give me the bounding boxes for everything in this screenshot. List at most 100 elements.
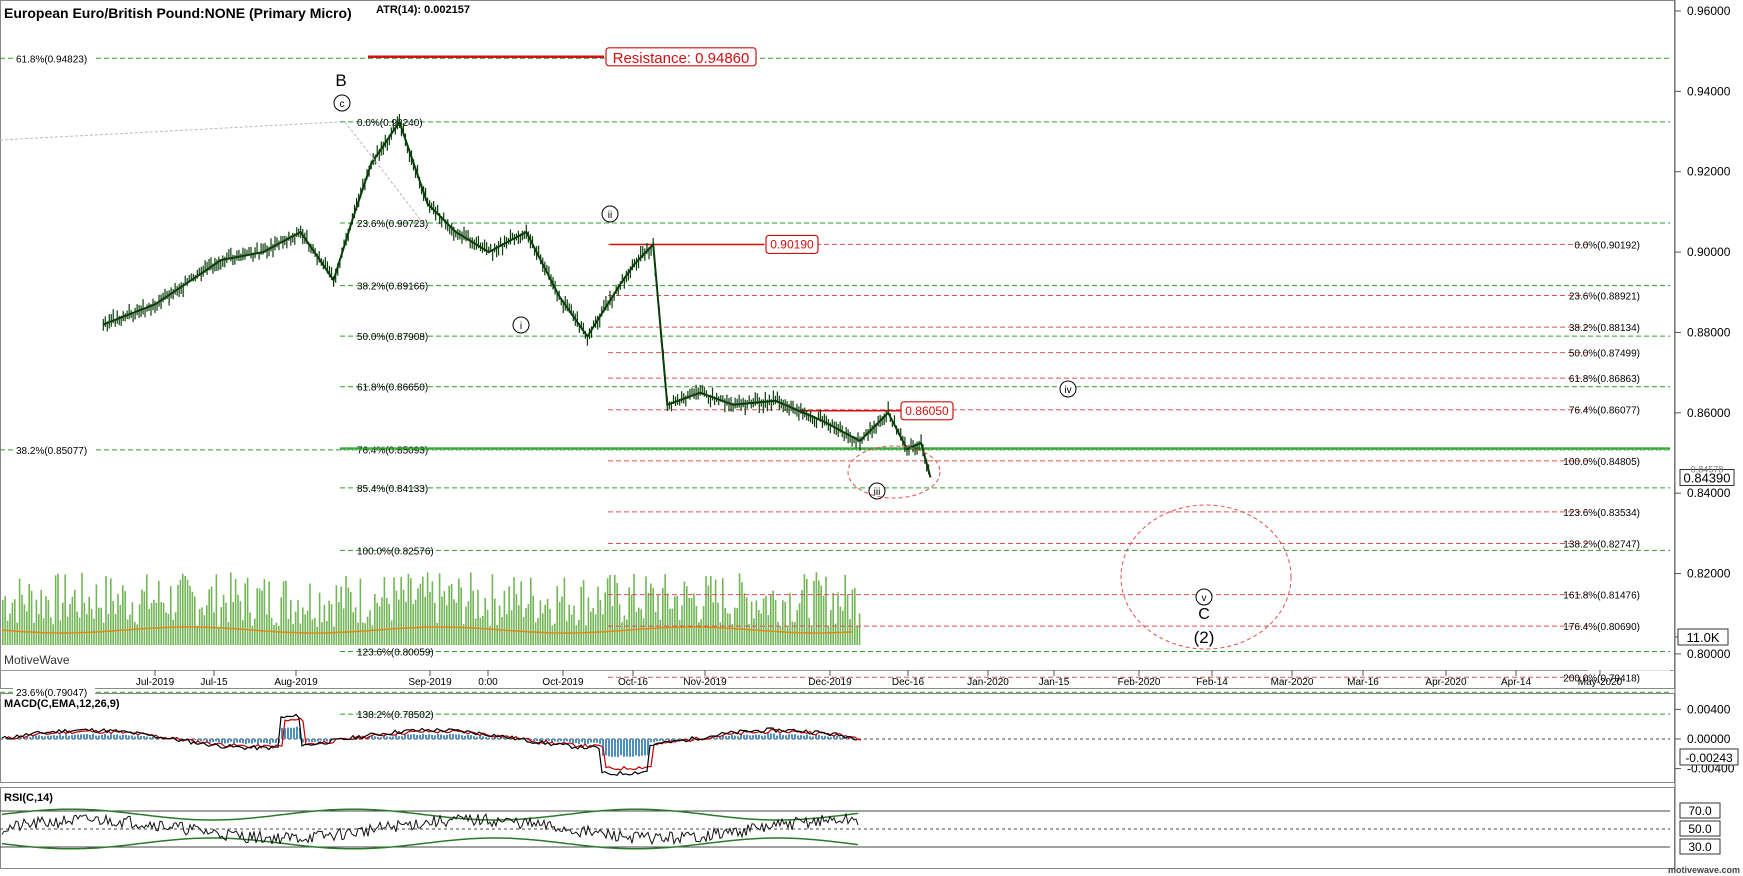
volume-bar bbox=[40, 590, 42, 645]
macd-hist-bar bbox=[656, 739, 658, 742]
wave-B: B bbox=[335, 71, 346, 90]
macd-hist-bar bbox=[725, 736, 727, 739]
volume-bar bbox=[333, 626, 335, 645]
macd-hist-bar bbox=[503, 737, 505, 739]
volume-bar bbox=[453, 599, 455, 645]
volume-bar bbox=[203, 615, 206, 645]
volume-bar bbox=[650, 583, 652, 645]
volume-bar bbox=[688, 597, 690, 645]
volume-bar bbox=[66, 616, 69, 645]
fib-label-green: 61.8%(0.86650) bbox=[357, 383, 428, 394]
volume-bar bbox=[275, 622, 278, 645]
macd-hist-bar bbox=[53, 735, 55, 739]
volume-bar bbox=[443, 591, 446, 645]
macd-hist-bar bbox=[641, 739, 643, 756]
volume-bar bbox=[438, 573, 441, 645]
volume-bar bbox=[683, 581, 686, 645]
macd-hist-bar bbox=[611, 739, 613, 757]
macd-hist-bar bbox=[692, 737, 694, 739]
volume-bar bbox=[23, 604, 26, 645]
x-tick-label: Mar-16 bbox=[1347, 677, 1379, 688]
volume-bar bbox=[767, 615, 770, 645]
macd-hist-bar bbox=[224, 739, 226, 744]
rsi-tick-box bbox=[1679, 838, 1721, 855]
macd-hist-bar bbox=[221, 739, 223, 744]
macd-hist-bar bbox=[659, 739, 661, 741]
volume-bar bbox=[542, 613, 544, 645]
volume-bar bbox=[777, 621, 779, 645]
volume-bar bbox=[659, 619, 662, 645]
volume-bar bbox=[426, 572, 429, 645]
volume-bar bbox=[52, 624, 54, 645]
volume-bar bbox=[554, 623, 556, 645]
volume-bar bbox=[746, 597, 748, 645]
volume-bar bbox=[126, 619, 129, 645]
volume-bar bbox=[592, 608, 594, 645]
volume-bar bbox=[302, 607, 304, 645]
volume-bar bbox=[153, 599, 155, 645]
x-tick-label: Sep-2019 bbox=[408, 677, 452, 688]
volume-bar bbox=[494, 598, 496, 645]
fib-label-bg bbox=[1588, 619, 1670, 633]
volume-bar bbox=[518, 605, 520, 645]
macd-hist-bar bbox=[26, 736, 28, 739]
volume-bar bbox=[42, 618, 45, 645]
macd-hist-bar bbox=[275, 739, 277, 744]
volume-bar bbox=[359, 578, 362, 645]
macd-hist-bar bbox=[77, 734, 79, 739]
fib-label-green: 38.2%(0.89166) bbox=[357, 282, 428, 293]
volume-bar bbox=[539, 600, 542, 645]
macd-hist-bar bbox=[794, 734, 796, 739]
volume-bar bbox=[30, 590, 33, 645]
volume-bar bbox=[208, 589, 210, 645]
volume-bar bbox=[206, 605, 208, 645]
volume-bar bbox=[674, 596, 676, 645]
atr-readout: ATR(14): 0.002157 bbox=[376, 4, 470, 16]
fib-label-green: 138.2%(0.78502) bbox=[357, 710, 434, 721]
volume-bar bbox=[102, 622, 105, 645]
macd-hist-bar bbox=[644, 739, 646, 756]
y-tick-label: 0.92000 bbox=[1687, 165, 1731, 179]
fib-label-bg bbox=[13, 51, 95, 65]
volume-bar bbox=[388, 603, 390, 645]
volume-bar bbox=[561, 596, 563, 645]
macd-tick-label: 0.00400 bbox=[1687, 702, 1731, 716]
last-price-label: 0.84390 bbox=[1684, 471, 1731, 486]
volume-bar bbox=[582, 580, 585, 645]
macd-hist-bar bbox=[107, 735, 109, 739]
wave-i: i bbox=[520, 321, 522, 332]
macd-hist-bar bbox=[371, 736, 373, 739]
volume-bar bbox=[57, 573, 59, 645]
volume-bar bbox=[294, 611, 297, 645]
macd-hist-bar bbox=[785, 735, 787, 739]
volume-bar bbox=[628, 587, 630, 645]
macd-hist-bar bbox=[254, 739, 256, 743]
volume-bar bbox=[774, 599, 777, 645]
macd-hist-bar bbox=[296, 726, 298, 739]
macd-hist-bar bbox=[551, 739, 553, 743]
volume-bar bbox=[450, 583, 453, 645]
volume-bar bbox=[556, 586, 558, 645]
macd-hist-bar bbox=[605, 739, 607, 756]
macd-hist-bar bbox=[581, 739, 583, 743]
volume-bar bbox=[402, 589, 405, 645]
volume-bar bbox=[251, 625, 254, 645]
volume-bar bbox=[50, 617, 52, 645]
volume-bar bbox=[105, 576, 107, 645]
macd-hist-bar bbox=[491, 737, 493, 739]
volume-bar bbox=[602, 614, 604, 645]
volume-bar bbox=[186, 579, 189, 645]
macd-hist-bar bbox=[782, 734, 784, 739]
macd-hist-bar bbox=[806, 734, 808, 739]
fib-label-green: 23.6%(0.90723) bbox=[357, 219, 428, 230]
macd-hist-bar bbox=[116, 734, 118, 739]
y-tick-label: 0.88000 bbox=[1687, 325, 1731, 339]
macd-hist-bar bbox=[359, 737, 361, 739]
volume-bar bbox=[6, 620, 9, 645]
macd-hist-bar bbox=[230, 739, 232, 742]
volume-bar bbox=[662, 588, 664, 645]
macd-hist-bar bbox=[245, 739, 247, 745]
volume-bar bbox=[148, 609, 150, 645]
macd-signal-line bbox=[5, 717, 862, 771]
